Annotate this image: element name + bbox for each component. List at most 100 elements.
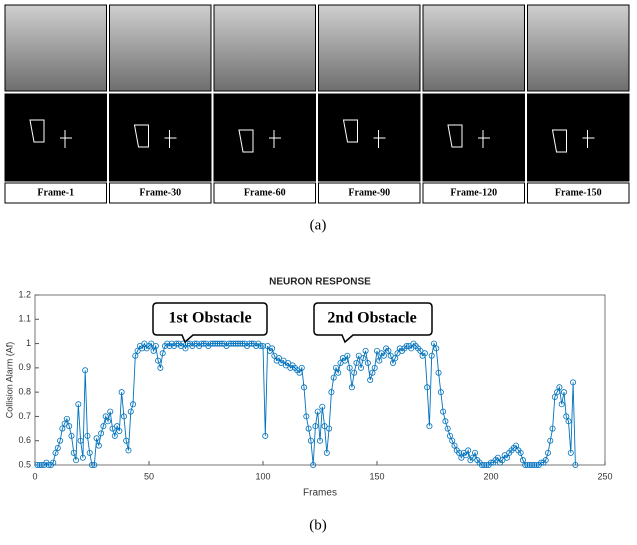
- y-tick-label: 1.1: [18, 314, 31, 324]
- data-point: [125, 447, 132, 454]
- data-point: [182, 345, 189, 352]
- data-point: [132, 352, 139, 359]
- data-point: [567, 449, 574, 456]
- data-point: [472, 449, 479, 456]
- data-point: [433, 345, 440, 352]
- data-point: [547, 437, 554, 444]
- data-point: [570, 379, 577, 386]
- data-point: [428, 352, 435, 359]
- data-point: [323, 449, 330, 456]
- data-point: [529, 461, 536, 468]
- data-point: [104, 418, 111, 425]
- y-tick-label: 0.6: [18, 435, 31, 445]
- data-point: [107, 408, 114, 415]
- data-point: [109, 425, 116, 432]
- edges: [447, 124, 490, 148]
- data-point: [335, 369, 342, 376]
- data-point: [380, 352, 387, 359]
- data-point: [75, 401, 82, 408]
- chart-title: NEURON RESPONSE: [269, 277, 371, 288]
- label-box: [422, 182, 525, 204]
- data-point: [59, 425, 66, 432]
- data-point: [139, 345, 146, 352]
- data-point: [321, 423, 328, 430]
- x-tick-label: 50: [144, 471, 154, 481]
- data-point: [148, 340, 155, 347]
- data-point: [572, 461, 579, 468]
- data-point: [565, 418, 572, 425]
- data-point: [155, 357, 162, 364]
- caption: (b): [309, 517, 327, 533]
- data-point: [367, 376, 374, 383]
- data-point: [200, 340, 207, 347]
- data-point: [394, 350, 401, 357]
- data-point: [61, 420, 68, 427]
- data-point: [487, 459, 494, 466]
- data-point: [271, 352, 278, 359]
- data-point: [86, 449, 93, 456]
- data-point: [234, 340, 241, 347]
- data-point: [216, 340, 223, 347]
- data-point: [542, 457, 549, 464]
- y-axis-label: Collision Alarm (Af): [4, 342, 14, 419]
- data-point: [95, 442, 102, 449]
- data-point: [98, 430, 105, 437]
- data-point: [446, 432, 453, 439]
- data-point: [214, 340, 221, 347]
- data-point: [549, 425, 556, 432]
- data-point: [180, 340, 187, 347]
- data-point: [307, 437, 314, 444]
- data-point: [285, 359, 292, 366]
- data-point: [387, 352, 394, 359]
- annotation: 2nd Obstacle: [327, 310, 416, 327]
- callout: 1st Obstacle: [152, 302, 268, 344]
- data-point: [77, 437, 84, 444]
- data-point: [275, 355, 282, 362]
- data-point: [84, 432, 91, 439]
- data-point: [538, 459, 545, 466]
- data-point: [120, 413, 127, 420]
- y-tick-label: 1: [26, 338, 31, 348]
- label-box: [4, 182, 107, 204]
- data-point: [269, 345, 276, 352]
- data-point: [451, 442, 458, 449]
- photo: [422, 4, 525, 92]
- data-point: [305, 425, 312, 432]
- data-point: [385, 347, 392, 354]
- data-point: [127, 408, 134, 415]
- data-point: [45, 461, 52, 468]
- edges: [551, 129, 595, 153]
- data-point: [184, 340, 191, 347]
- x-tick-label: 200: [483, 471, 498, 481]
- data-point: [524, 461, 531, 468]
- data-point: [159, 350, 166, 357]
- callout: 2nd Obstacle: [313, 302, 433, 344]
- data-point: [68, 432, 75, 439]
- data-point: [348, 384, 355, 391]
- data-point: [556, 384, 563, 391]
- data-point: [280, 357, 287, 364]
- data-point: [89, 461, 96, 468]
- photo: [4, 4, 107, 92]
- data-point: [248, 340, 255, 347]
- y-tick-label: 0.7: [18, 411, 31, 421]
- data-point: [563, 413, 570, 420]
- data-point: [437, 389, 444, 396]
- plot-area: [34, 294, 606, 466]
- x-tick-label: 250: [597, 471, 612, 481]
- data-point: [150, 347, 157, 354]
- data-point: [522, 461, 529, 468]
- data-point: [483, 461, 490, 468]
- frame-label: Frame-90: [348, 187, 390, 198]
- data-point: [218, 340, 225, 347]
- data-point: [100, 423, 107, 430]
- data-point: [310, 461, 317, 468]
- data-point: [558, 401, 565, 408]
- data-point: [440, 408, 447, 415]
- data-point: [344, 352, 351, 359]
- data-point: [330, 374, 337, 381]
- photo: [109, 4, 212, 92]
- edge-map: [422, 93, 525, 182]
- y-tick-label: 0.9: [18, 362, 31, 372]
